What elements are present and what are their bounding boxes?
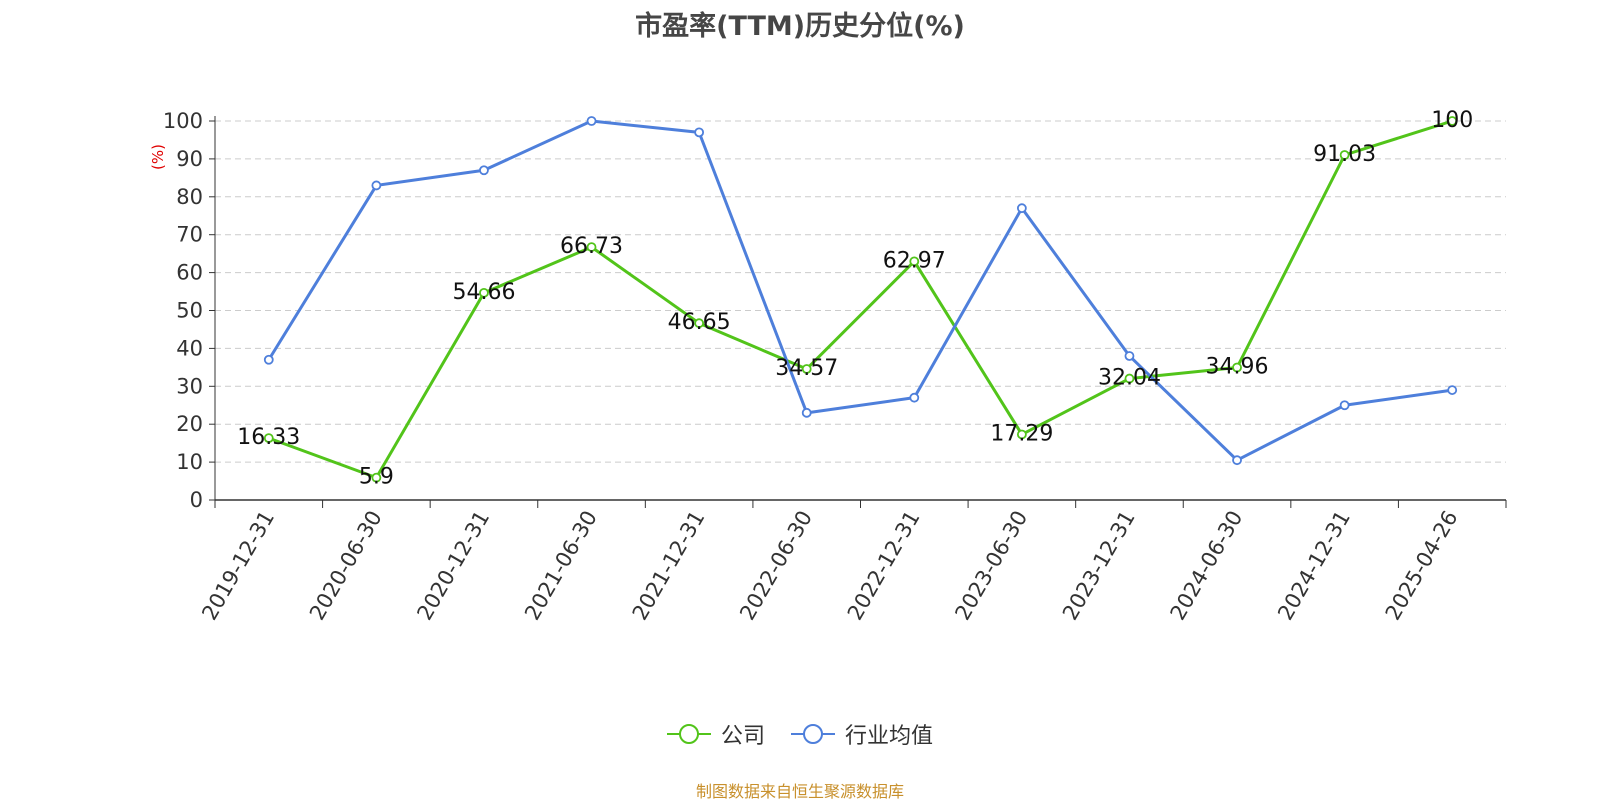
y-tick-label: 10 xyxy=(176,450,203,474)
data-point-2 xyxy=(1447,385,1458,395)
data-point-2 xyxy=(263,354,274,365)
legend-item-industry[interactable]: 行业均值 xyxy=(791,718,933,750)
x-tick-label: 2023-12-31 xyxy=(1058,507,1140,625)
x-tick-label: 2020-06-30 xyxy=(305,507,387,625)
data-label: 54.66 xyxy=(452,280,515,305)
data-point-2 xyxy=(479,165,489,176)
legend: 公司 行业均值 xyxy=(0,718,1600,750)
x-tick-label: 2020-12-31 xyxy=(412,507,494,625)
x-tick-label: 2022-06-30 xyxy=(735,507,817,625)
y-axis-label: (%) xyxy=(149,144,167,170)
data-label: 5.9 xyxy=(359,465,394,490)
data-point-1 xyxy=(479,287,489,298)
y-tick-label: 60 xyxy=(176,261,203,285)
data-point-2 xyxy=(1124,351,1135,361)
data-point-2 xyxy=(1016,203,1027,214)
x-tick-label: 2024-06-30 xyxy=(1166,507,1248,625)
data-label: 34.96 xyxy=(1206,355,1269,380)
x-tick-label: 2023-06-30 xyxy=(950,507,1032,625)
data-point-2 xyxy=(1339,400,1350,411)
y-tick-label: 80 xyxy=(176,185,203,209)
series-line-2 xyxy=(267,119,1453,462)
y-tick-label: 0 xyxy=(190,488,203,512)
data-label: 100 xyxy=(1431,108,1473,133)
data-point-2 xyxy=(801,407,812,418)
chart-title: 市盈率(TTM)历史分位(%) xyxy=(635,11,965,42)
data-label: 66.73 xyxy=(560,234,623,259)
legend-label-company: 公司 xyxy=(720,724,765,749)
data-point-1 xyxy=(1447,116,1458,126)
data-point-1 xyxy=(1339,150,1350,160)
data-point-1 xyxy=(1232,362,1242,373)
data-point-1 xyxy=(263,433,274,444)
data-point-1 xyxy=(1124,373,1135,384)
data-point-2 xyxy=(371,180,382,191)
legend-label-industry: 行业均值 xyxy=(845,724,934,749)
y-tick-label: 100 xyxy=(163,109,203,133)
legend-item-company[interactable]: 公司 xyxy=(666,718,765,750)
y-tick-label: 20 xyxy=(176,412,203,436)
data-label: 16.33 xyxy=(237,425,300,450)
data-label: 17.29 xyxy=(990,421,1053,446)
data-label: 62.97 xyxy=(883,248,946,273)
data-label: 91.03 xyxy=(1313,142,1376,167)
x-tick-label: 2019-12-31 xyxy=(197,507,279,625)
data-point-2 xyxy=(694,127,705,138)
series-line-1 xyxy=(268,119,1453,480)
y-tick-label: 30 xyxy=(176,374,203,398)
data-point-1 xyxy=(694,318,705,329)
legend-marker-industry xyxy=(791,724,835,744)
y-tick-label: 70 xyxy=(176,223,203,247)
x-tick-label: 2022-12-31 xyxy=(843,507,925,625)
data-label: 32.04 xyxy=(1098,366,1161,391)
data-point-2 xyxy=(586,116,597,126)
data-point-1 xyxy=(586,242,597,252)
data-point-1 xyxy=(909,256,920,267)
y-tick-label: 50 xyxy=(176,299,203,323)
x-tick-label: 2025-04-26 xyxy=(1381,507,1463,625)
data-label: 34.57 xyxy=(775,356,838,381)
data-point-1 xyxy=(1016,429,1027,440)
data-point-2 xyxy=(909,392,920,403)
data-label: 46.65 xyxy=(668,310,731,335)
data-point-2 xyxy=(1232,455,1242,466)
y-tick-label: 40 xyxy=(176,336,203,360)
data-point-1 xyxy=(371,472,382,483)
data-point-1 xyxy=(801,364,812,374)
source-note: 制图数据来自恒生聚源数据库 xyxy=(695,782,904,801)
x-tick-label: 2024-12-31 xyxy=(1273,507,1355,625)
x-tick-label: 2021-12-31 xyxy=(628,507,710,625)
legend-marker-company xyxy=(666,724,711,744)
x-tick-label: 2021-06-30 xyxy=(520,507,602,625)
y-tick-label: 90 xyxy=(176,147,203,171)
